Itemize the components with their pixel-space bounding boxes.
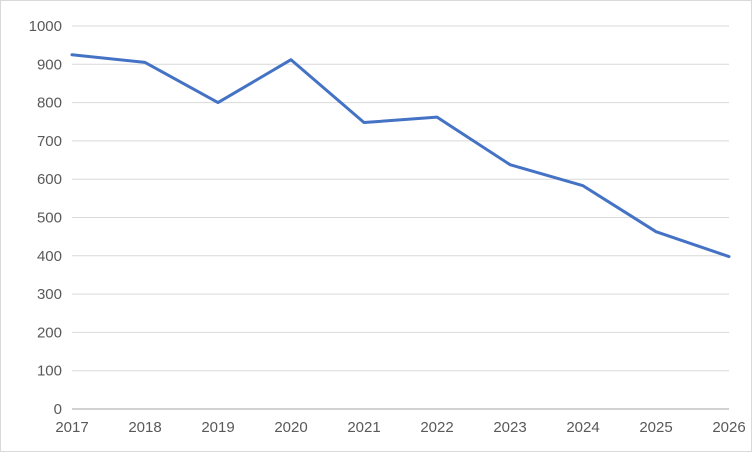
svg-text:900: 900 [37, 56, 62, 73]
svg-text:2021: 2021 [347, 419, 380, 436]
svg-text:0: 0 [54, 401, 62, 418]
svg-text:800: 800 [37, 95, 62, 112]
svg-text:2026: 2026 [712, 419, 745, 436]
svg-text:2023: 2023 [493, 419, 526, 436]
svg-text:2018: 2018 [128, 419, 161, 436]
svg-text:300: 300 [37, 286, 62, 303]
svg-text:2024: 2024 [566, 419, 599, 436]
svg-text:1000: 1000 [29, 18, 62, 35]
svg-text:2019: 2019 [201, 419, 234, 436]
svg-text:2017: 2017 [55, 419, 88, 436]
svg-text:200: 200 [37, 324, 62, 341]
svg-text:2020: 2020 [274, 419, 307, 436]
svg-text:400: 400 [37, 248, 62, 265]
svg-text:2025: 2025 [639, 419, 672, 436]
svg-text:700: 700 [37, 133, 62, 150]
svg-text:2022: 2022 [420, 419, 453, 436]
svg-text:600: 600 [37, 171, 62, 188]
svg-text:100: 100 [37, 363, 62, 380]
svg-text:500: 500 [37, 210, 62, 227]
